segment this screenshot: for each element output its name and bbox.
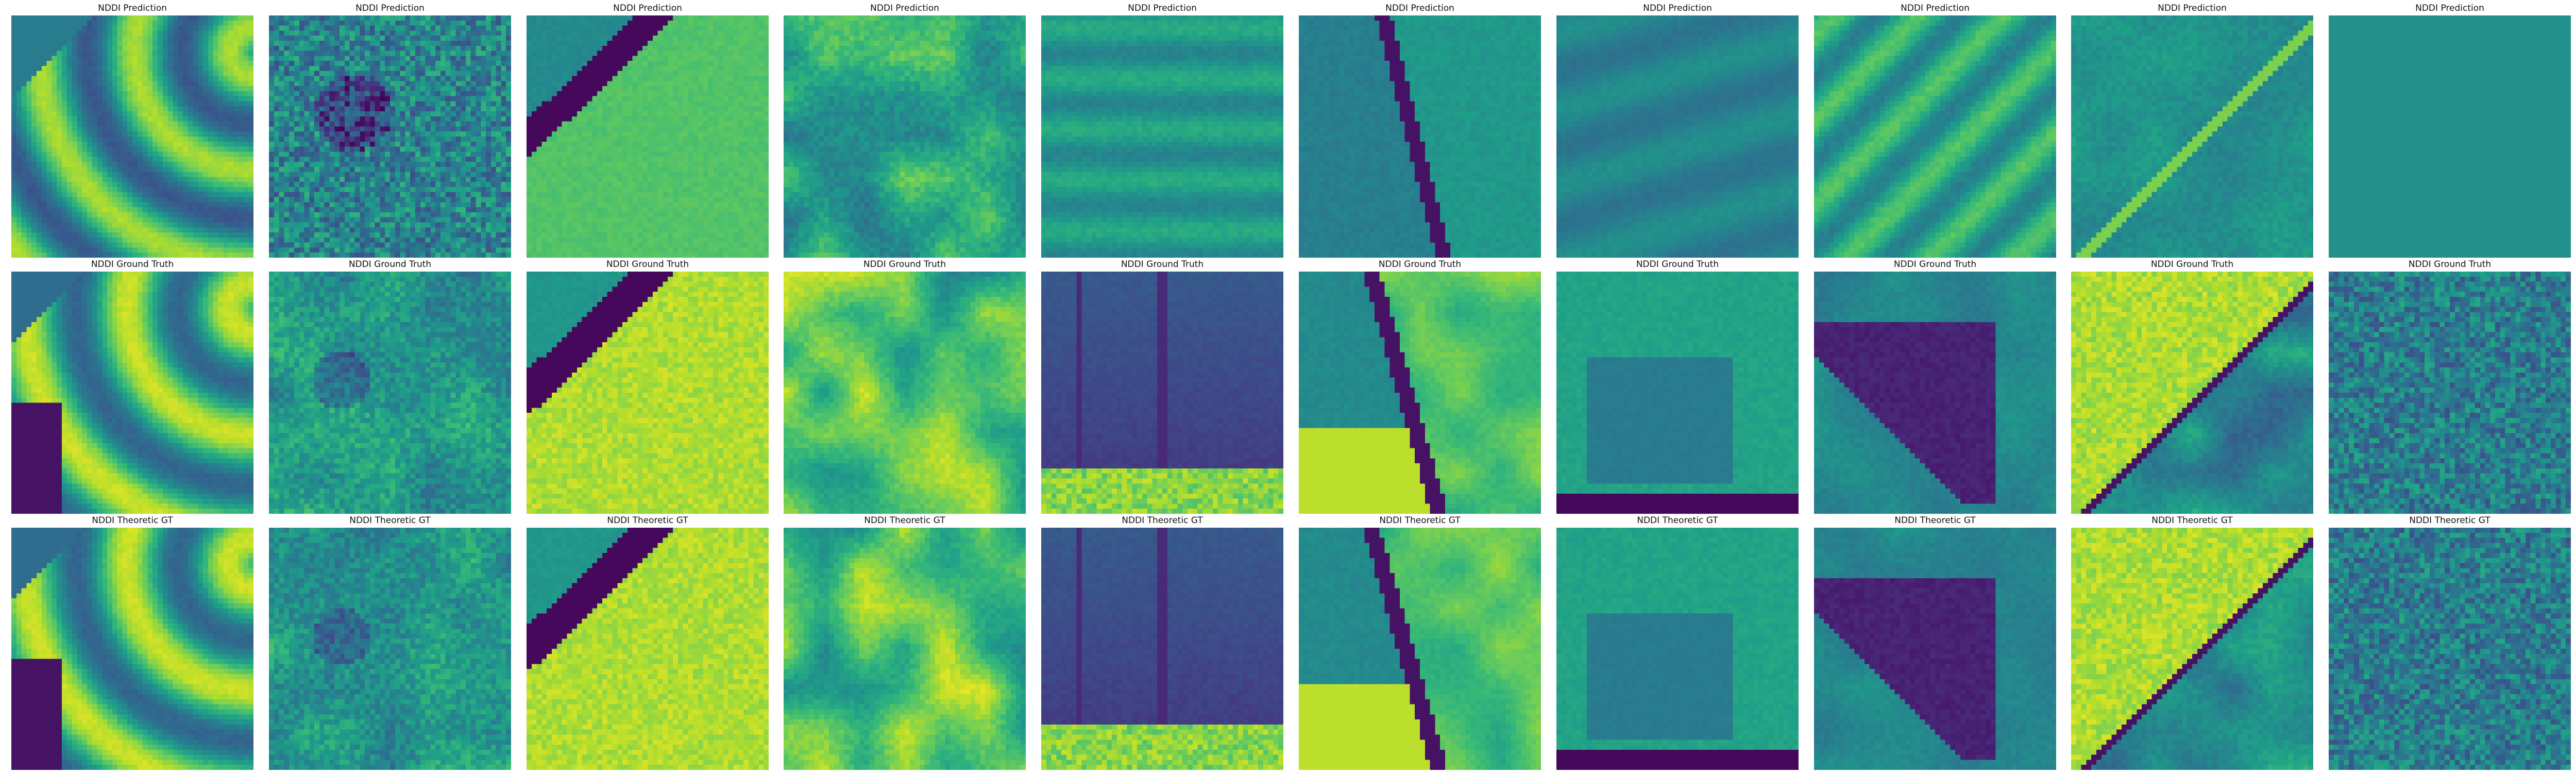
panel-title: NDDI Theoretic GT xyxy=(2329,515,2571,526)
panel-title: NDDI Theoretic GT xyxy=(1299,515,1541,526)
heatmap-image xyxy=(1299,528,1541,770)
heatmap-image xyxy=(1299,15,1541,258)
heatmap-image xyxy=(1299,272,1541,514)
heatmap-image xyxy=(784,272,1026,514)
panel-title: NDDI Ground Truth xyxy=(784,259,1026,270)
panel-title: NDDI Prediction xyxy=(269,3,511,13)
heatmap-image xyxy=(2071,528,2313,770)
heatmap-image xyxy=(1556,272,1799,514)
panel-title: NDDI Ground Truth xyxy=(11,259,253,270)
heatmap-image xyxy=(2329,15,2571,258)
panel-title: NDDI Theoretic GT xyxy=(11,515,253,526)
heatmap-image xyxy=(1814,272,2056,514)
heatmap-image xyxy=(269,15,511,258)
heatmap-image xyxy=(1041,272,1283,514)
panel-title: NDDI Prediction xyxy=(1041,3,1283,13)
panel-title: NDDI Ground Truth xyxy=(2071,259,2313,270)
heatmap-image xyxy=(784,528,1026,770)
heatmap-image xyxy=(11,15,253,258)
panel-title: NDDI Prediction xyxy=(1556,3,1799,13)
panel-title: NDDI Prediction xyxy=(1299,3,1541,13)
panel-title: NDDI Theoretic GT xyxy=(1041,515,1283,526)
heatmap-image xyxy=(2071,272,2313,514)
panel-title: NDDI Theoretic GT xyxy=(784,515,1026,526)
heatmap-image xyxy=(2329,528,2571,770)
panel-title: NDDI Theoretic GT xyxy=(269,515,511,526)
panel-title: NDDI Ground Truth xyxy=(1041,259,1283,270)
panel-title: NDDI Prediction xyxy=(11,3,253,13)
heatmap-image xyxy=(527,528,769,770)
panel-title: NDDI Theoretic GT xyxy=(1556,515,1799,526)
heatmap-image xyxy=(527,272,769,514)
heatmap-image xyxy=(1041,528,1283,770)
panel-title: NDDI Ground Truth xyxy=(1814,259,2056,270)
heatmap-image xyxy=(11,528,253,770)
heatmap-image xyxy=(2329,272,2571,514)
heatmap-image xyxy=(784,15,1026,258)
panel-title: NDDI Prediction xyxy=(2329,3,2571,13)
panel-title: NDDI Ground Truth xyxy=(2329,259,2571,270)
panel-title: NDDI Theoretic GT xyxy=(1814,515,2056,526)
heatmap-image xyxy=(1556,528,1799,770)
heatmap-image xyxy=(269,272,511,514)
heatmap-image xyxy=(1814,528,2056,770)
panel-title: NDDI Prediction xyxy=(1814,3,2056,13)
heatmap-image xyxy=(1041,15,1283,258)
panel-title: NDDI Prediction xyxy=(527,3,769,13)
panel-title: NDDI Ground Truth xyxy=(1299,259,1541,270)
heatmap-image xyxy=(1556,15,1799,258)
panel-title: NDDI Ground Truth xyxy=(527,259,769,270)
panel-title: NDDI Prediction xyxy=(784,3,1026,13)
panel-title: NDDI Theoretic GT xyxy=(2071,515,2313,526)
heatmap-image xyxy=(527,15,769,258)
panel-title: NDDI Ground Truth xyxy=(1556,259,1799,270)
panel-title: NDDI Prediction xyxy=(2071,3,2313,13)
heatmap-image xyxy=(269,528,511,770)
heatmap-image xyxy=(2071,15,2313,258)
heatmap-image xyxy=(1814,15,2056,258)
panel-title: NDDI Theoretic GT xyxy=(527,515,769,526)
heatmap-image xyxy=(11,272,253,514)
panel-title: NDDI Ground Truth xyxy=(269,259,511,270)
